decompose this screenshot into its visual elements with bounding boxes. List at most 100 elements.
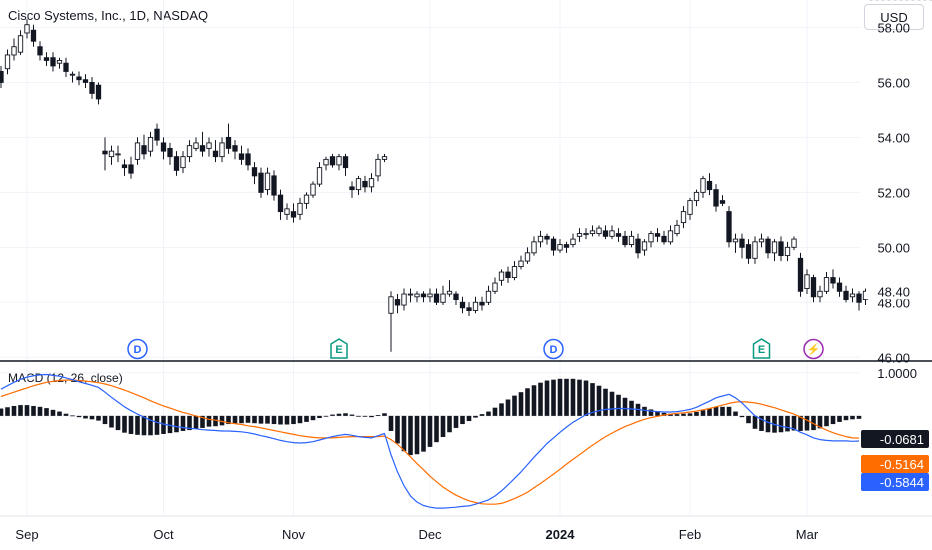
candle-body (732, 238, 739, 243)
histogram-bar (427, 415, 433, 447)
candle-body (128, 164, 134, 174)
candle-body (719, 200, 726, 204)
candle-body (102, 150, 108, 155)
candle-body (596, 227, 602, 235)
candle-body (394, 299, 401, 306)
macd-value-badge-label: -0.0681 (880, 432, 924, 447)
time-tick-label: 2024 (546, 527, 576, 542)
earnings-marker[interactable]: E (752, 338, 771, 359)
candle-body (797, 257, 804, 292)
histogram-bar (323, 415, 329, 417)
dividend-marker[interactable]: D (543, 338, 564, 360)
last-price-label: 48.40 (866, 282, 916, 300)
candle (485, 285, 492, 306)
time-tick-label: Dec (418, 527, 442, 542)
candle-body (466, 307, 472, 311)
histogram-bar (785, 415, 790, 432)
candle (622, 230, 628, 248)
histogram-bar (531, 385, 537, 416)
candle-body (518, 260, 524, 268)
histogram-bar (252, 415, 257, 424)
candle-body (375, 158, 381, 177)
candle (147, 131, 154, 157)
histogram-bar (115, 415, 121, 431)
candle-body (355, 178, 362, 191)
candle-body (635, 238, 641, 254)
histogram-bar (310, 415, 316, 421)
candle-body (37, 46, 43, 56)
histogram-bar (278, 415, 283, 425)
histogram-bar (817, 415, 823, 429)
histogram-bar (200, 415, 205, 428)
candle (583, 228, 589, 240)
histogram-bar (629, 400, 634, 416)
histogram-bar (24, 405, 30, 416)
candle (160, 137, 167, 160)
histogram-bar (518, 392, 524, 416)
candle (706, 173, 713, 196)
candle (856, 291, 862, 311)
histogram-bar (603, 388, 608, 416)
histogram-bar (401, 415, 407, 452)
split-marker[interactable]: ⚡ (803, 338, 824, 360)
candle-body (810, 277, 817, 298)
candle (596, 225, 602, 237)
candle-body (368, 178, 375, 188)
currency-button[interactable]: USD (864, 4, 924, 30)
candle (836, 277, 843, 297)
candle-body (0, 71, 4, 83)
candle-body (258, 172, 264, 193)
candle (76, 71, 82, 86)
histogram-bar (583, 380, 589, 416)
candle-body (680, 211, 687, 224)
candle-body (485, 290, 492, 303)
histogram-bar (661, 412, 667, 416)
histogram-bar (752, 415, 758, 429)
histogram-bar (219, 415, 225, 426)
histogram-bar (135, 415, 140, 435)
candle (648, 230, 654, 248)
candle (479, 296, 485, 311)
candle-body (381, 156, 388, 160)
histogram-bar (382, 413, 387, 416)
candle (186, 140, 193, 163)
earnings-badge (330, 338, 348, 359)
candle (193, 137, 199, 152)
histogram-bar (687, 413, 693, 416)
candle (804, 269, 810, 295)
candle (576, 228, 583, 242)
candle (11, 38, 17, 61)
candle-body (602, 230, 609, 237)
macd-axis: 1.0000 -0.0681 -0.5164 -0.5844 (861, 366, 929, 491)
histogram-bar (616, 394, 621, 416)
macd-value-badge-bg (861, 455, 929, 473)
candle-body (648, 233, 654, 243)
candle-body (758, 238, 765, 243)
earnings-marker[interactable]: E (330, 338, 348, 359)
histogram-bar (570, 378, 576, 416)
dividend-marker[interactable]: D (127, 338, 148, 360)
candle-body (609, 230, 615, 237)
candle (563, 241, 570, 253)
candle-body (193, 142, 199, 149)
candle-body (511, 266, 518, 279)
candle-body (11, 46, 17, 56)
histogram-bar (291, 415, 296, 425)
candle-body (199, 145, 206, 152)
candle (271, 170, 277, 201)
histogram-bar (486, 411, 491, 416)
histogram-bar (226, 415, 231, 425)
histogram-bar (11, 405, 17, 416)
histogram-bar (726, 406, 732, 416)
candle-body (56, 60, 63, 64)
candle (355, 175, 362, 196)
candle-body (667, 230, 674, 243)
last-price-value: 48.40 (877, 284, 910, 299)
candle-body (271, 175, 277, 196)
histogram-bar (395, 415, 400, 444)
candle-body (212, 150, 219, 158)
candle (492, 277, 498, 295)
candle-body (238, 153, 245, 160)
